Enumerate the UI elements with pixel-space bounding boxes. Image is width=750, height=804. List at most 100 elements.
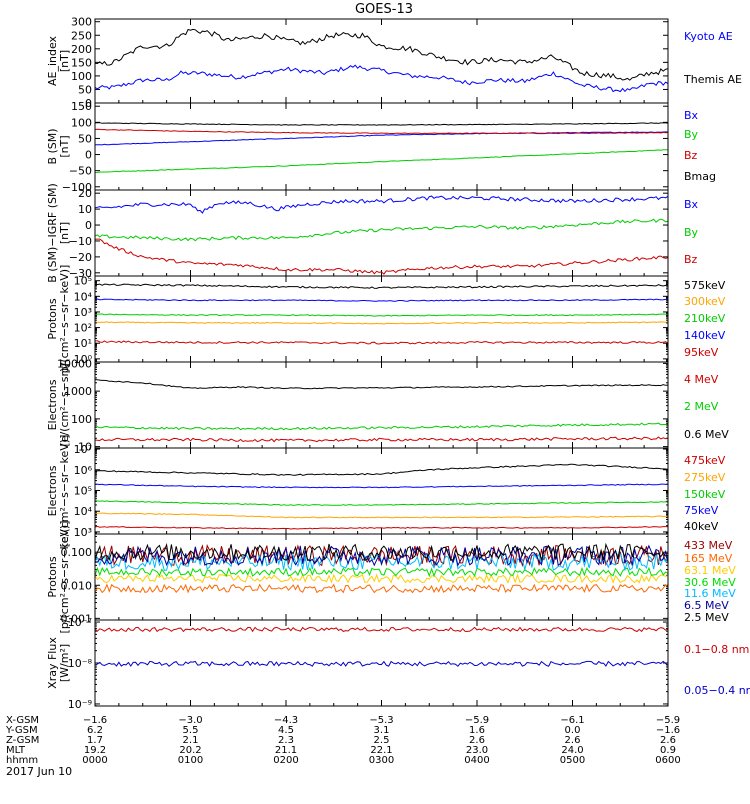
ephemeris-value: −6.1: [560, 715, 584, 726]
legend-433-mev: 433 MeV: [684, 539, 733, 552]
y-tick-label: 50: [78, 83, 92, 96]
ephemeris-row-label: Y-GSM: [5, 725, 38, 736]
legend-0-1-0-8-nm: 0.1−0.8 nm: [684, 643, 749, 656]
legend-63-1-mev: 63.1 MeV: [684, 564, 736, 577]
legend-bmag: Bmag: [684, 170, 716, 183]
y-tick-label: 0.001: [61, 612, 93, 625]
ephemeris-value: 19.2: [84, 745, 106, 756]
y-tick-label: −10: [69, 235, 92, 248]
y-tick-label: 10000: [57, 357, 92, 370]
legend-165-mev: 165 MeV: [684, 552, 733, 565]
footer-date: 2017 Jun 10: [6, 765, 72, 778]
panel-frame: [94, 619, 669, 707]
legend-0-05-0-4-nm: 0.05−0.4 nm: [684, 684, 750, 697]
y-tick-label: 10⁵: [74, 484, 92, 497]
panel-frame: [94, 102, 669, 191]
ephemeris-value: −1.6: [83, 715, 107, 726]
y-axis-label: Xray Flux[W/m²]: [46, 637, 71, 689]
series-line-bz: [94, 128, 669, 135]
panel-8: 10⁻⁹ 10⁻⁸ 10⁻⁷ Xray Flux[W/m²] 0.1−0.8 nm 0.0…: [46, 616, 750, 711]
y-axis-label: Protonsp/(cm²−s−sr−keV)]: [46, 265, 71, 374]
legend-210kev: 210keV: [684, 312, 726, 325]
y-axis-label: B (SM)−IGRF (SM)[nT]: [46, 183, 71, 283]
ephemeris-row-label: MLT: [6, 745, 26, 756]
series-line-275kev: [94, 512, 669, 519]
y-tick-label: 0: [85, 149, 92, 162]
legend-6-5-mev: 6.5 MeV: [684, 599, 729, 612]
y-axis-label-line: p/(cm²−s−sr−keV)]: [58, 265, 71, 374]
y-tick-label: 10⁶: [74, 464, 93, 477]
series-line-kyoto-ae: [94, 64, 669, 93]
y-tick-label: 100: [71, 116, 92, 129]
panel-2: −100 −50 0 50 100 150 B (SM)[nT] Bx By Bz Bmag: [46, 100, 716, 194]
series-line-575kev: [94, 283, 669, 289]
series-line-by: [94, 218, 669, 242]
y-axis-label-line: [e/(cm²−s−sr−keV)]: [58, 435, 71, 548]
y-tick-label: 150: [71, 56, 92, 69]
legend-95kev: 95keV: [684, 346, 719, 359]
ephemeris-value: 0200: [273, 755, 298, 766]
plot-title: GOES-13: [355, 2, 413, 17]
panel-frame: [94, 189, 669, 277]
y-axis-label-line: [e/(cm²−s−sr)]: [58, 363, 71, 446]
series-line-bz: [94, 238, 669, 275]
ephemeris-value: 20.2: [179, 745, 201, 756]
panel-6: 10³10⁴10⁵10⁶10⁷Electrons[e/(cm²−s−sr−keV…: [46, 435, 726, 548]
panel-7: 0.001 0.010 0.100Protons[p/(cm²−s−sr−keV)]…: [46, 521, 736, 634]
legend-bx: Bx: [684, 109, 699, 122]
series-line-300kev: [94, 321, 669, 325]
legend-300kev: 300keV: [684, 295, 726, 308]
y-axis-label-line: Electrons: [46, 379, 59, 430]
y-axis-label-line: Electrons: [46, 465, 59, 516]
y-tick-label: 100: [71, 70, 92, 83]
legend-150kev: 150keV: [684, 488, 726, 501]
y-tick-label: 150: [71, 100, 92, 113]
ephemeris-value: 22.1: [370, 745, 392, 756]
ephemeris-value: 2.3: [278, 735, 294, 746]
legend-bz: Bz: [684, 149, 698, 162]
panel-4: 10⁰10¹10²10³10⁴10⁵Protonsp/(cm²−s−sr−keV…: [46, 265, 726, 374]
y-tick-label: 10⁴: [74, 290, 93, 303]
ephemeris-value: 1.7: [87, 735, 103, 746]
legend-475kev: 475keV: [684, 454, 726, 467]
ephemeris-value: 5.5: [183, 725, 199, 736]
ephemeris-value: 6.2: [87, 725, 103, 736]
ephemeris-value: 2.6: [565, 735, 581, 746]
ephemeris-value: 2.1: [183, 735, 199, 746]
y-tick-label: 10⁵: [74, 275, 92, 288]
series-line-475kev: [94, 525, 669, 530]
ephemeris-value: 0000: [82, 755, 107, 766]
y-tick-label: 10²: [74, 322, 92, 335]
legend-bx: Bx: [684, 198, 699, 211]
y-axis-label-line: [p/(cm²−s−sr−keV)]: [58, 521, 71, 634]
ephemeris-value: 0.9: [660, 745, 676, 756]
ephemeris-value: 0500: [560, 755, 585, 766]
y-tick-label: 20: [78, 187, 92, 200]
legend-140kev: 140keV: [684, 329, 726, 342]
ephemeris-value: −3.0: [178, 715, 202, 726]
series-line-bx: [94, 131, 669, 146]
y-tick-label: 1000: [64, 385, 92, 398]
series-line-40kev: [94, 463, 669, 476]
series-line-bx: [94, 195, 669, 214]
ephemeris-value: 2.5: [374, 735, 390, 746]
y-tick-label: 250: [71, 29, 92, 42]
ephemeris-value: 2.6: [660, 735, 676, 746]
legend-by: By: [684, 128, 699, 141]
ephemeris-value: −4.3: [274, 715, 298, 726]
legend-2-5-mev: 2.5 MeV: [684, 611, 729, 624]
panel-frame: [94, 18, 669, 104]
y-axis-label-line: B (SM)−IGRF (SM): [46, 183, 59, 283]
legend-75kev: 75keV: [684, 504, 719, 517]
y-tick-label: 10: [78, 441, 92, 454]
y-tick-label: −50: [69, 165, 92, 178]
series-line-95kev: [94, 340, 669, 345]
y-axis-label-line: [W/m²]: [58, 644, 71, 682]
y-tick-label: 10¹: [74, 337, 92, 350]
y-tick-label: −100: [62, 181, 92, 194]
panel-frame: [94, 447, 669, 535]
y-tick-label: 0.100: [61, 546, 93, 559]
